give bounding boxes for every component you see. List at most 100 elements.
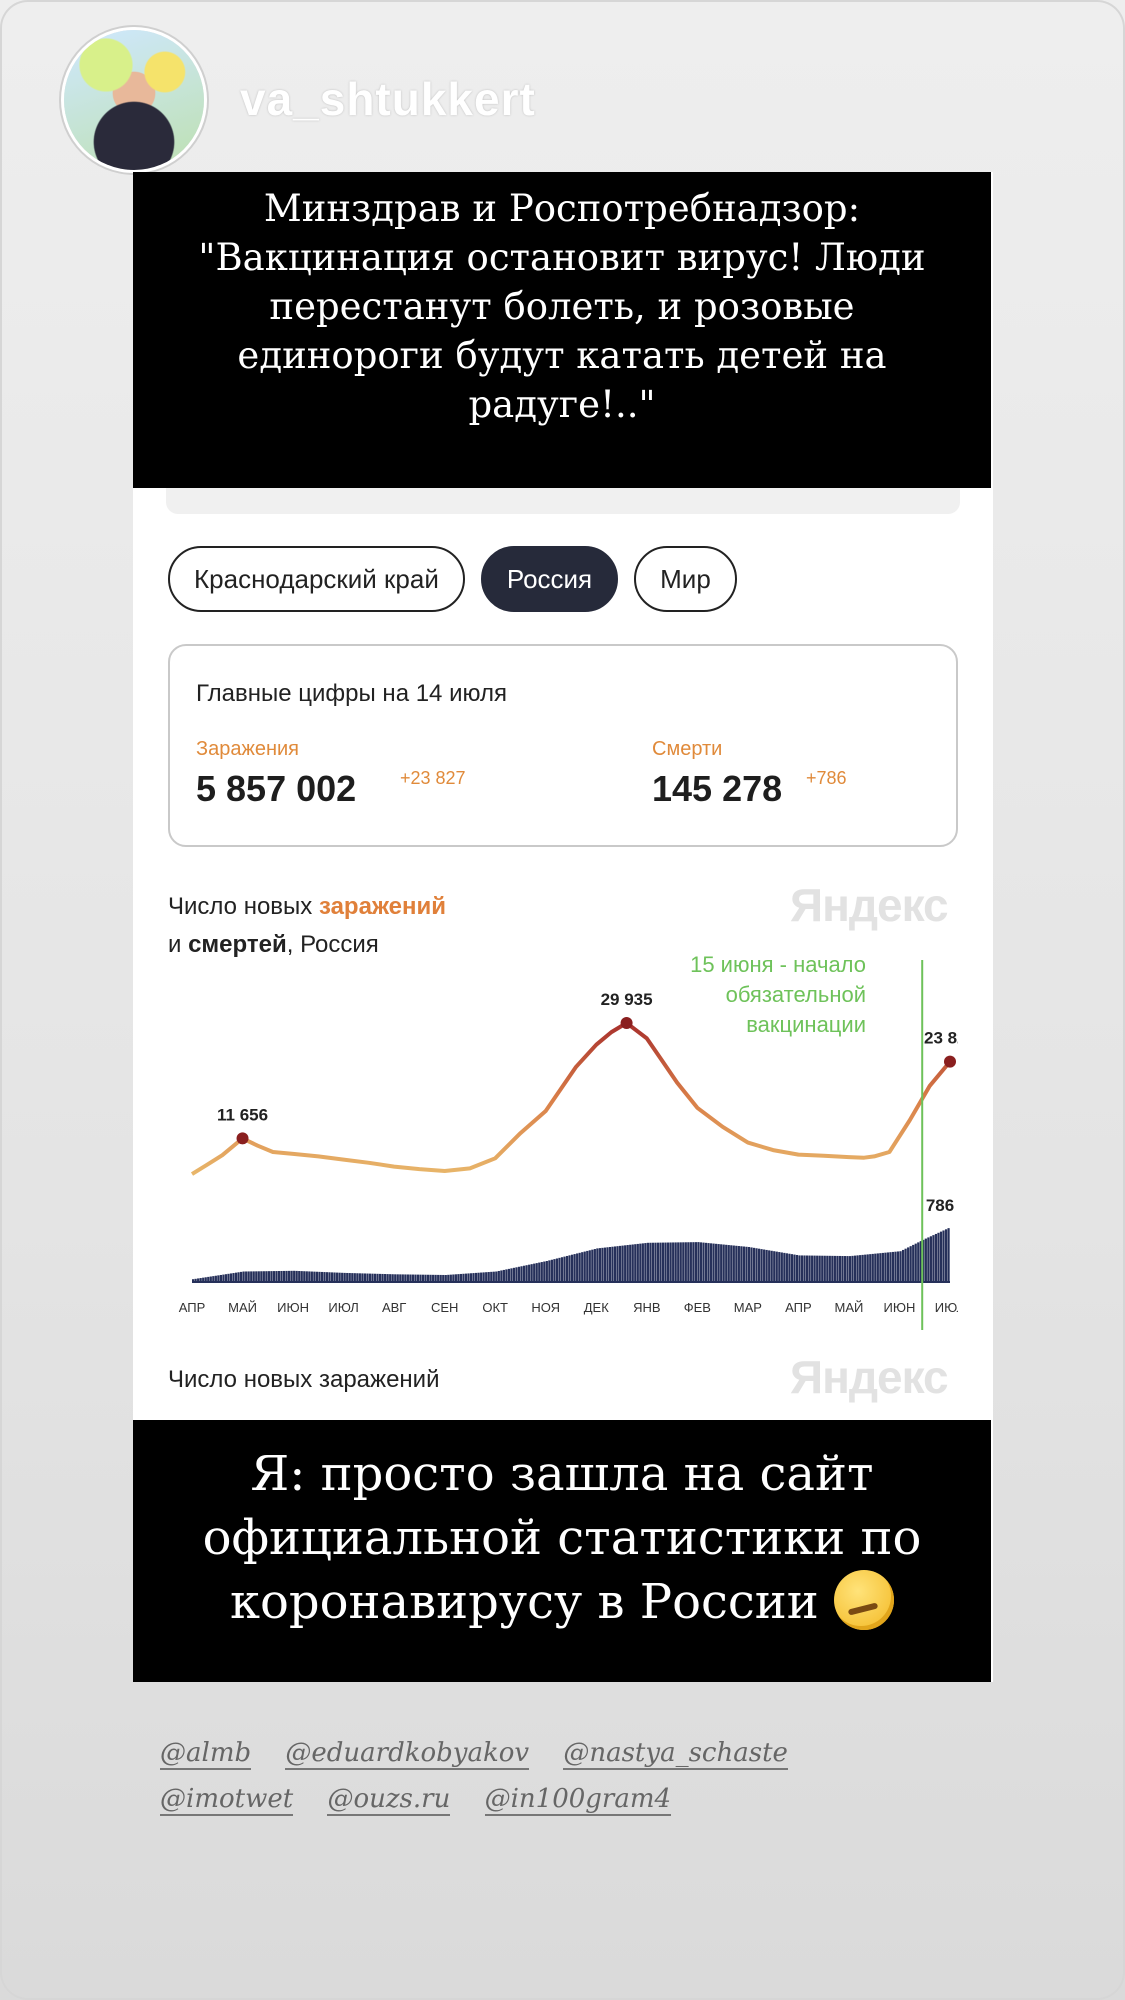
death-bar [843,1256,847,1282]
tab-russia[interactable]: Россия [480,546,619,612]
caption-top-line: радуге!.." [468,383,656,426]
death-bar [459,1273,463,1282]
death-bar [601,1247,604,1282]
death-bar [793,1254,796,1282]
death-bar [886,1252,890,1282]
death-bar [684,1242,687,1282]
death-bar [533,1263,536,1282]
mention-tag[interactable]: @almb [160,1738,252,1770]
death-bar [522,1265,526,1282]
death-bar [353,1273,356,1282]
death-bar [260,1271,263,1282]
death-bar [219,1274,222,1282]
death-bar [507,1268,511,1282]
month-tick-label: АПР [785,1300,812,1315]
death-bar [608,1247,612,1282]
death-bar [434,1274,437,1282]
death-bar [245,1271,248,1282]
death-bar [634,1244,637,1282]
mention-row: @almb @eduardkobyakov @nastya_schaste [160,1730,814,1776]
death-bar [742,1246,746,1282]
death-bar [247,1271,250,1282]
annotation-line: 15 июня - начало [690,952,866,977]
death-bar [876,1253,879,1282]
death-bar [641,1243,644,1282]
death-bar [578,1252,581,1282]
death-bar [404,1274,407,1282]
death-bar [346,1272,349,1282]
death-bar [510,1268,513,1282]
death-bar [616,1246,619,1282]
death-bar [866,1254,869,1282]
death-bar [250,1271,253,1282]
death-bar [775,1251,778,1282]
death-bar [565,1255,569,1282]
death-bar [368,1273,372,1282]
death-bar [267,1271,270,1282]
mention-tag[interactable]: @nastya_schaste [563,1738,788,1770]
death-bar [477,1272,480,1282]
username[interactable]: va_shtukkert [240,73,536,125]
death-bar [692,1242,695,1282]
death-bar [598,1248,601,1282]
month-tick-label: СЕН [431,1300,458,1315]
death-bar [386,1274,389,1282]
death-bar [558,1257,561,1282]
death-bar [550,1259,553,1282]
death-bar [606,1247,609,1282]
death-bar [401,1274,404,1282]
peak-label: 23 827 [924,1029,958,1048]
death-bar [480,1272,483,1282]
profile-avatar[interactable] [64,30,204,170]
region-tabs: Краснодарский край Россия Мир [168,546,737,612]
death-bar [305,1271,308,1282]
death-bar [735,1245,738,1282]
deaths-value: 145 278 [652,768,783,809]
death-bar [207,1276,210,1282]
death-bar [426,1274,430,1282]
death-bar [280,1270,283,1282]
death-bar [851,1255,854,1282]
death-bar [813,1255,816,1282]
month-tick-label: ДЕК [584,1300,609,1315]
death-bar [338,1272,341,1282]
death-bar [927,1237,930,1282]
infections-label: Заражения [196,738,299,760]
death-bar [581,1252,584,1282]
death-bar [212,1276,215,1282]
death-bar [861,1254,864,1282]
death-bar [709,1243,713,1282]
death-bar [535,1263,538,1282]
caption-bottom-line: коронавирусу в России [230,1574,819,1630]
death-bar [790,1254,794,1282]
tab-krasnodar[interactable]: Краснодарский край [168,546,465,612]
mention-tag[interactable]: @ouzs.ru [327,1784,451,1816]
death-bar [853,1255,857,1282]
death-bar [621,1245,624,1282]
death-bar [707,1243,710,1282]
deaths-label: 786 [926,1196,954,1215]
death-bar [624,1245,627,1282]
month-tick-label: ИЮН [277,1300,309,1315]
death-bar [780,1252,783,1282]
chart-title-part: и [168,931,189,958]
death-bar [406,1274,409,1282]
death-bar [891,1251,895,1282]
death-bar [942,1230,945,1282]
death-bar [209,1276,212,1282]
death-bar [636,1243,639,1282]
death-bar [760,1249,763,1282]
death-bar [252,1271,255,1282]
mention-tag[interactable]: @in100gram4 [484,1784,672,1816]
death-bar [469,1273,473,1282]
tab-world[interactable]: Мир [634,546,737,612]
mention-tag[interactable]: @imotwet [160,1784,294,1816]
yandex-watermark: Яндекс [790,879,949,931]
month-tick-label: АПР [179,1300,206,1315]
death-bar [192,1279,195,1282]
mention-tag[interactable]: @eduardkobyakov [285,1738,530,1770]
death-bar [197,1278,200,1282]
death-bar [384,1274,387,1282]
death-bar [439,1274,442,1282]
peak-dot [620,1017,633,1030]
